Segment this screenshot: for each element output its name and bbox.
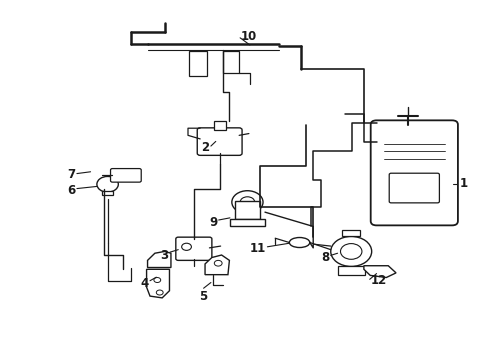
Circle shape xyxy=(331,237,372,266)
Text: 12: 12 xyxy=(371,274,387,287)
FancyBboxPatch shape xyxy=(197,128,242,156)
FancyBboxPatch shape xyxy=(111,168,141,182)
Bar xyxy=(102,191,114,195)
Text: 2: 2 xyxy=(201,141,209,154)
Text: 8: 8 xyxy=(321,251,329,264)
Circle shape xyxy=(156,290,163,295)
Circle shape xyxy=(341,244,362,259)
Circle shape xyxy=(214,260,222,266)
Bar xyxy=(189,51,207,76)
FancyBboxPatch shape xyxy=(176,237,212,260)
Circle shape xyxy=(240,197,255,207)
Text: 11: 11 xyxy=(250,242,266,256)
Polygon shape xyxy=(364,266,396,278)
Circle shape xyxy=(154,278,161,283)
Circle shape xyxy=(182,243,192,250)
Text: 3: 3 xyxy=(160,248,169,261)
FancyBboxPatch shape xyxy=(371,120,458,225)
Bar xyxy=(214,121,225,130)
Bar xyxy=(338,266,365,275)
Text: 9: 9 xyxy=(209,216,217,229)
Text: 7: 7 xyxy=(67,168,75,181)
Text: 6: 6 xyxy=(67,184,75,197)
Circle shape xyxy=(97,176,118,192)
Polygon shape xyxy=(205,255,229,275)
Text: 5: 5 xyxy=(199,290,208,303)
Polygon shape xyxy=(147,269,170,298)
Bar xyxy=(235,202,260,219)
Polygon shape xyxy=(147,251,171,267)
Bar xyxy=(343,230,360,237)
Ellipse shape xyxy=(289,238,310,248)
Text: 10: 10 xyxy=(241,30,257,43)
Bar xyxy=(223,51,239,73)
Text: 1: 1 xyxy=(460,177,467,190)
Text: 4: 4 xyxy=(140,277,148,290)
Circle shape xyxy=(232,191,263,213)
Bar xyxy=(230,219,265,226)
FancyBboxPatch shape xyxy=(389,173,440,203)
